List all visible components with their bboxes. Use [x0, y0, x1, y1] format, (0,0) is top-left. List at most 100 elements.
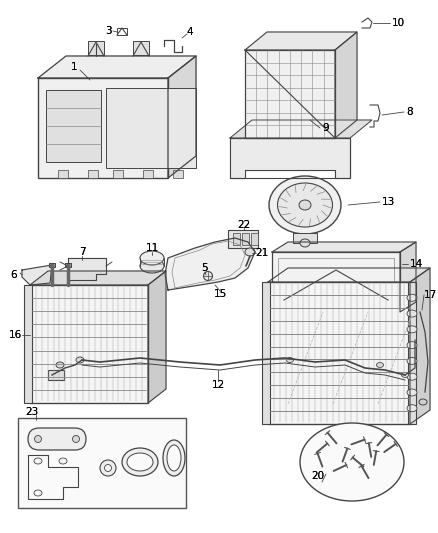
- Bar: [48, 370, 64, 380]
- Polygon shape: [68, 258, 106, 280]
- Polygon shape: [399, 242, 415, 312]
- Ellipse shape: [401, 373, 408, 377]
- Bar: [272, 252, 399, 312]
- Ellipse shape: [268, 176, 340, 234]
- Ellipse shape: [286, 358, 293, 362]
- Ellipse shape: [406, 310, 416, 317]
- Ellipse shape: [104, 464, 111, 472]
- Ellipse shape: [162, 440, 184, 476]
- Ellipse shape: [406, 373, 416, 380]
- Bar: [267, 282, 409, 424]
- Text: 20: 20: [311, 471, 324, 481]
- Text: 22: 22: [237, 220, 250, 230]
- Ellipse shape: [299, 239, 309, 247]
- Bar: [117, 28, 127, 35]
- Bar: [88, 170, 98, 178]
- Polygon shape: [272, 242, 415, 252]
- Text: 17: 17: [422, 290, 436, 300]
- Ellipse shape: [244, 248, 254, 256]
- Bar: [30, 285, 148, 403]
- Polygon shape: [334, 32, 356, 138]
- Text: 13: 13: [381, 197, 394, 207]
- Polygon shape: [168, 56, 195, 178]
- Text: 15: 15: [213, 289, 226, 299]
- Bar: [244, 50, 334, 138]
- Text: 9: 9: [322, 123, 328, 133]
- Ellipse shape: [122, 448, 158, 476]
- Text: 23: 23: [25, 407, 39, 417]
- Ellipse shape: [127, 453, 153, 471]
- Polygon shape: [165, 238, 254, 290]
- Bar: [251, 233, 258, 245]
- Ellipse shape: [376, 362, 383, 367]
- Bar: [46, 90, 101, 162]
- Text: 13: 13: [381, 197, 394, 207]
- Bar: [106, 88, 195, 168]
- Ellipse shape: [406, 389, 416, 396]
- Text: 3: 3: [104, 26, 111, 36]
- Text: 12: 12: [211, 380, 224, 390]
- Ellipse shape: [76, 357, 84, 363]
- Text: 7: 7: [78, 247, 85, 257]
- Bar: [241, 233, 248, 245]
- Ellipse shape: [59, 458, 67, 464]
- Bar: [261, 282, 269, 424]
- Polygon shape: [267, 268, 429, 282]
- Bar: [133, 41, 148, 55]
- Text: 15: 15: [213, 289, 226, 299]
- Text: 20: 20: [311, 471, 324, 481]
- Bar: [277, 258, 393, 306]
- Text: 6: 6: [11, 270, 17, 280]
- Bar: [173, 170, 183, 178]
- Text: 7: 7: [78, 247, 85, 257]
- Text: 10: 10: [391, 18, 404, 28]
- Polygon shape: [409, 268, 429, 424]
- Bar: [292, 233, 316, 243]
- Ellipse shape: [140, 259, 164, 273]
- Ellipse shape: [299, 423, 403, 501]
- Text: 5: 5: [201, 263, 208, 273]
- Text: 21: 21: [255, 248, 268, 258]
- Text: 23: 23: [25, 407, 39, 417]
- Ellipse shape: [72, 435, 79, 442]
- Text: 14: 14: [409, 259, 422, 269]
- Ellipse shape: [406, 294, 416, 301]
- Text: 11: 11: [145, 243, 158, 253]
- Text: 16: 16: [8, 330, 21, 340]
- Ellipse shape: [56, 362, 64, 368]
- Text: 3: 3: [104, 26, 111, 36]
- Polygon shape: [22, 265, 52, 285]
- Ellipse shape: [406, 326, 416, 333]
- Text: 17: 17: [422, 290, 436, 300]
- Text: 21: 21: [255, 248, 268, 258]
- Text: 1: 1: [71, 62, 77, 72]
- Polygon shape: [30, 271, 166, 285]
- Ellipse shape: [203, 271, 212, 280]
- Text: 11: 11: [145, 243, 158, 253]
- Bar: [58, 170, 68, 178]
- Text: 8: 8: [406, 107, 412, 117]
- Bar: [113, 170, 123, 178]
- Text: 1: 1: [71, 62, 77, 72]
- Text: 8: 8: [406, 107, 412, 117]
- Text: 4: 4: [186, 27, 193, 37]
- Bar: [407, 282, 415, 424]
- Text: 5: 5: [201, 263, 208, 273]
- Ellipse shape: [298, 200, 310, 210]
- Polygon shape: [230, 138, 349, 178]
- Bar: [49, 263, 55, 267]
- Polygon shape: [148, 271, 166, 403]
- Bar: [143, 170, 153, 178]
- Bar: [38, 78, 168, 178]
- Ellipse shape: [34, 490, 42, 496]
- Text: 16: 16: [8, 330, 21, 340]
- Ellipse shape: [406, 342, 416, 349]
- Ellipse shape: [100, 460, 116, 476]
- FancyBboxPatch shape: [28, 428, 86, 450]
- Text: 9: 9: [322, 123, 328, 133]
- Polygon shape: [28, 455, 78, 499]
- Polygon shape: [230, 120, 371, 138]
- Bar: [18, 418, 186, 508]
- Polygon shape: [38, 56, 195, 78]
- Bar: [65, 263, 71, 267]
